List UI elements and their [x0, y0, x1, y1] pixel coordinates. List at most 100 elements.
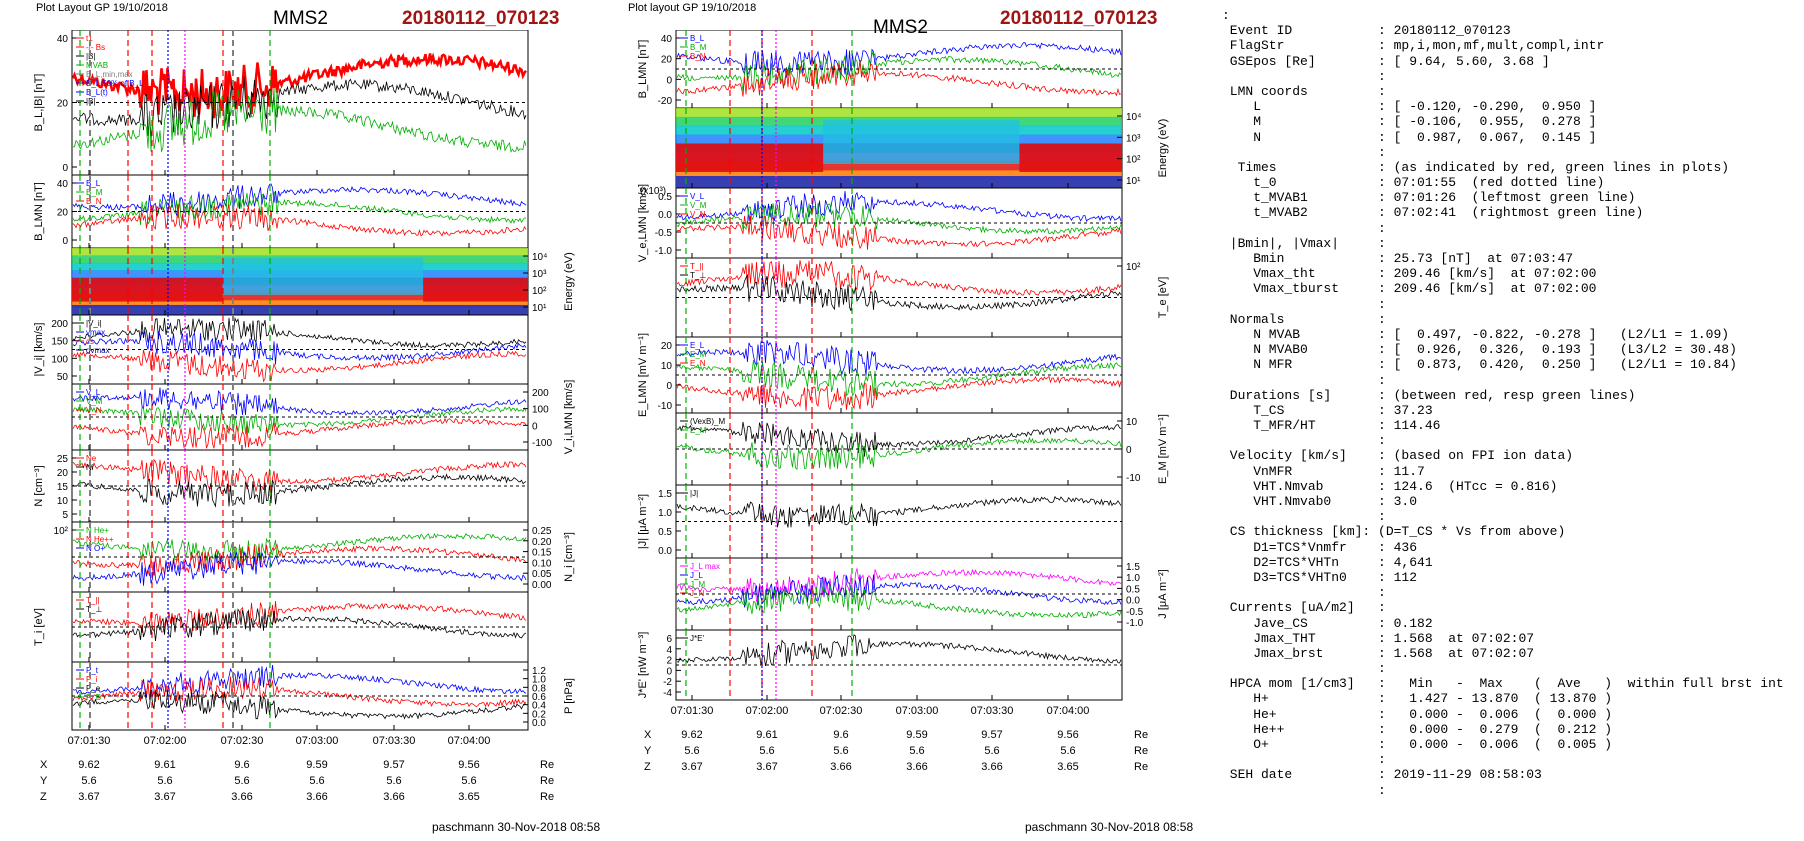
summary-line: : [1222, 509, 1386, 525]
mid-legend-entry: J_L [690, 571, 703, 580]
left-ytick-label: 5 [62, 510, 68, 521]
mid-coord-axis: Y [644, 745, 652, 757]
mid-rtick-label: -1.0 [1126, 618, 1144, 629]
mid-xtick-label: 07:01:30 [671, 705, 714, 717]
mid-xtick-label: 07:02:30 [820, 705, 863, 717]
mid-coord-value: 3.66 [906, 761, 927, 773]
mid-panel: 1.5 1.0 0.5 0.0 |J| [μA m⁻²] |J| [637, 484, 1123, 559]
left-coord-value: 9.62 [78, 759, 99, 771]
summary-line: |Bmin|, |Vmax| : [1222, 235, 1386, 251]
mid-data-trace [676, 568, 1122, 603]
mid-coord-value: 3.67 [681, 761, 702, 773]
left-spectrogram-band [72, 248, 528, 256]
mid-ytick-label: -1.0 [655, 246, 673, 257]
mid-legend-entry: (VexB)_M [690, 417, 725, 426]
left-xtick-label: 07:04:00 [448, 735, 491, 747]
mid-coord-value: 9.59 [906, 729, 927, 741]
left-spectrogram-band [72, 292, 528, 301]
summary-line: t_MVAB2 : 07:02:41 (rightmost green line… [1222, 205, 1644, 221]
summary-line: : [1222, 220, 1386, 236]
summary-line: N MFR : [ 0.873, 0.420, 0.250 ] (L2/L1 =… [1222, 357, 1737, 373]
summary-line: Event ID : 20180112_070123 [1222, 23, 1511, 39]
left-panel: 1.21.00.80.60.40.20.0 P [nPa] P_tP_iP_eP_B [71, 661, 575, 731]
mid-coord-value: 9.57 [981, 729, 1002, 741]
mid-legend-entry: V_L [690, 192, 705, 201]
left-rtick-label: 0.8 [532, 683, 546, 694]
summary-line: L : [ -0.120, -0.290, 0.950 ] [1222, 99, 1597, 115]
mid-legend-entry: J_N [690, 589, 704, 598]
mid-ytick-label: 0 [666, 381, 672, 392]
left-coord-value: 5.6 [157, 775, 172, 787]
summary-line: VHT.Nmvab0 : 3.0 [1222, 494, 1418, 509]
left-rlabel: P [nPa] [563, 678, 575, 714]
left-legend-entry: N He+ [86, 526, 109, 535]
left-xtick-label: 07:03:00 [296, 735, 339, 747]
left-data-trace [72, 406, 527, 435]
left-rtick-label: 1.2 [532, 666, 546, 677]
left-rtick-label: 0.15 [532, 548, 552, 559]
left-xtick-label: 07:02:30 [221, 735, 264, 747]
mid-spectrogram-floor [676, 176, 1122, 188]
event-summary-text: : Event ID : 20180112_070123 FlagStr : m… [1222, 8, 1800, 798]
mid-panel: 1.51.00.50.0-0.5-1.0 J [μA m⁻²] J_L maxJ_L… [675, 557, 1169, 631]
left-coord-value: 3.66 [306, 791, 327, 800]
mid-coord-value: 3.67 [756, 761, 777, 773]
left-ytick-label: 40 [57, 34, 69, 45]
left-ytick-label: 40 [57, 179, 69, 190]
left-ytick-label: 20 [57, 99, 69, 110]
left-data-trace [72, 600, 527, 634]
mid-rtick-label: 0.0 [1126, 596, 1140, 607]
mid-legend-entry: E_N [690, 359, 706, 368]
left-rlabel: N_i [cm⁻³] [563, 532, 575, 582]
mid-xtick-label: 07:04:00 [1047, 705, 1090, 717]
mid-legend-entry: E_M [690, 426, 707, 435]
mid-footer: paschmann 30-Nov-2018 08:58 [1025, 820, 1194, 834]
left-data-trace [72, 473, 527, 508]
left-legend-entry: B_L(t) [86, 88, 108, 97]
left-data-trace [72, 532, 527, 564]
mid-legend-entry: J_L max [690, 562, 720, 571]
summary-line: t_0 : 07:01:55 (red dotted line) [1222, 175, 1605, 191]
left-coord-axis: Y [40, 775, 48, 787]
left-coord-value: 5.6 [309, 775, 324, 787]
mid-data-trace [676, 51, 1122, 92]
summary-line: M : [ -0.106, 0.955, 0.278 ] [1222, 114, 1597, 130]
left-rtick-label: 200 [532, 388, 549, 399]
mid-data-trace [676, 495, 1122, 528]
left-coord-value: 3.65 [458, 791, 479, 800]
mid-ytick-label: -10 [658, 401, 673, 412]
summary-line: Vmax_tburst : 209.46 [km/s] at 07:02:00 [1222, 281, 1597, 297]
mid-spectrogram-band [676, 161, 1122, 171]
mid-legend-entry: V_M [690, 201, 707, 210]
left-rtick-label: 10¹ [532, 303, 547, 314]
summary-line: VnMFR : 11.7 [1222, 463, 1425, 479]
left-data-trace [72, 543, 527, 577]
mid-ytick-label: 2 [666, 656, 672, 667]
mid-data-trace [676, 375, 1122, 412]
mid-panel: 10² T_e [eV] T_||T_⊥ [675, 257, 1169, 338]
left-data-trace [72, 458, 527, 493]
mid-ytick-label: 0.5 [658, 527, 672, 538]
left-rtick-label: 0.20 [532, 537, 552, 548]
mid-ylabel: B_LMN [nT] [637, 40, 649, 99]
left-legend-entry: vmax [86, 328, 105, 337]
left-rtick-label: -100 [532, 438, 552, 449]
mid-coord-value: 5.6 [759, 745, 774, 757]
mid-legend-entry: E_M [690, 350, 707, 359]
mid-data-trace [676, 42, 1122, 78]
left-coord-unit: Re [540, 791, 554, 800]
mid-ytick-label: 0.0 [658, 546, 672, 557]
mid-rtick-label: 10 [1126, 417, 1138, 428]
left-xtick-label: 07:02:00 [144, 735, 187, 747]
mid-data-trace [676, 436, 1122, 471]
left-legend-entry: B_L 50% of B_L [86, 79, 144, 88]
mid-legend-entry: V_N [690, 210, 706, 219]
left-rtick-label: 100 [532, 405, 549, 416]
left-data-trace [72, 417, 527, 449]
mid-xtick-label: 07:03:30 [971, 705, 1014, 717]
mid-spectrogram-band [676, 170, 1122, 180]
left-legend-entry: V_N [86, 406, 102, 415]
left-spectrogram-band [72, 300, 528, 309]
